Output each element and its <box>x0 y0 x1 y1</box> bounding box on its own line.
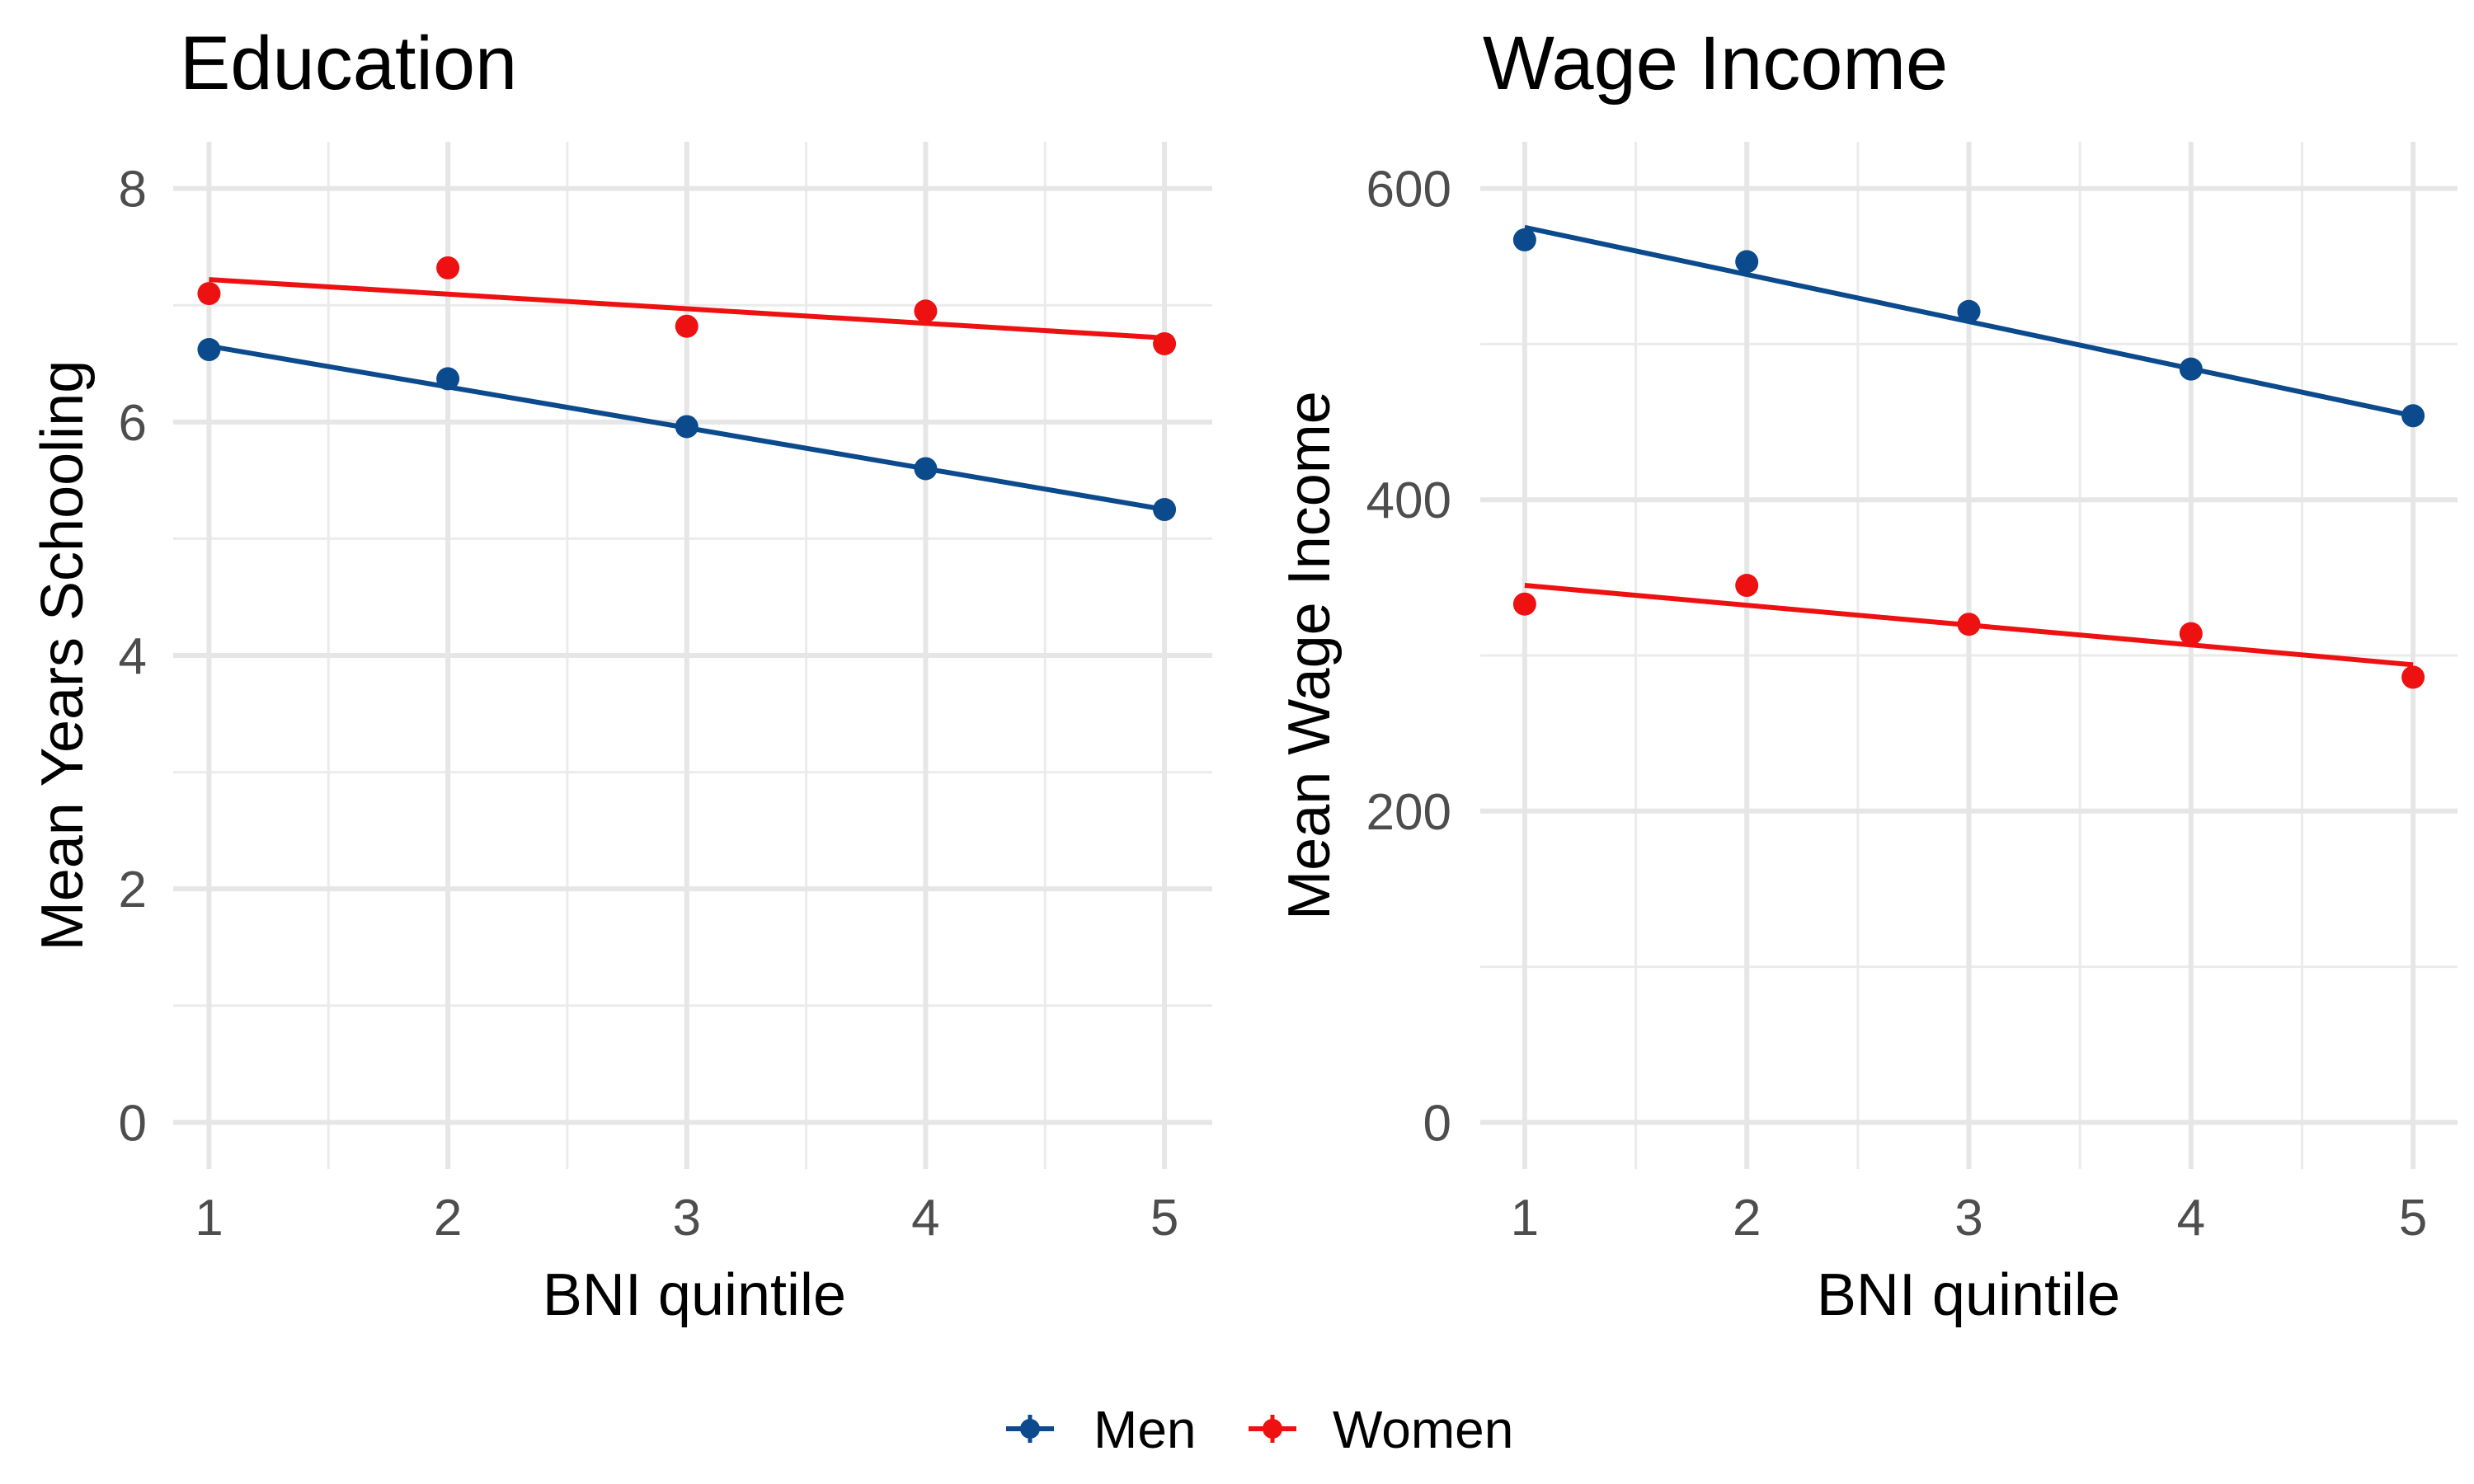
x-tick-label: 3 <box>673 1190 701 1247</box>
x-tick-label: 4 <box>911 1190 939 1247</box>
point-women <box>914 299 938 323</box>
x-tick-label: 2 <box>1733 1190 1761 1247</box>
point-men <box>675 415 698 439</box>
point-women <box>675 314 698 338</box>
x-tick-label: 4 <box>2177 1190 2205 1247</box>
point-men <box>914 457 938 481</box>
point-men <box>1153 498 1177 522</box>
x-axis-label: BNI quintile <box>1817 1262 2120 1328</box>
legend-label-men: Men <box>1094 1400 1197 1459</box>
plot-area: 0 2 4 6 8 1 2 3 4 5 <box>119 142 1212 1247</box>
point-women <box>1153 331 1177 355</box>
y-tick-label: 200 <box>1366 784 1451 841</box>
legend-label-women: Women <box>1333 1400 1513 1459</box>
panel-education: Education 0 2 4 6 8 1 2 3 4 5 BNI quintile Mean Y… <box>30 21 1212 1328</box>
point-men <box>1735 250 1759 274</box>
x-axis-label: BNI quintile <box>543 1262 846 1328</box>
x-tick-label: 3 <box>1954 1190 1982 1247</box>
y-tick-label: 600 <box>1366 162 1451 218</box>
plot-area: 0 200 400 600 1 2 3 4 5 <box>1366 142 2458 1247</box>
point-women <box>1512 592 1536 616</box>
point-women <box>197 282 221 306</box>
legend-item-women: Women <box>1249 1400 1513 1459</box>
y-tick-label: 0 <box>1423 1095 1451 1152</box>
x-tick-label: 1 <box>195 1190 223 1247</box>
y-tick-label: 6 <box>119 395 147 452</box>
x-tick-label: 1 <box>1511 1190 1539 1247</box>
point-men <box>436 367 460 391</box>
point-women <box>2179 622 2203 646</box>
point-women <box>2401 665 2425 689</box>
point-men <box>197 338 221 362</box>
point-men <box>1512 228 1536 251</box>
x-tick-label: 5 <box>2399 1190 2427 1247</box>
fit-line-women <box>209 277 1165 340</box>
panel-title: Education <box>180 21 517 106</box>
legend-key-point-women <box>1263 1419 1282 1439</box>
point-women <box>1957 613 1981 636</box>
legend-key-point-men <box>1020 1419 1040 1439</box>
y-tick-label: 4 <box>119 628 147 685</box>
y-tick-label: 2 <box>119 862 147 918</box>
point-men <box>2179 357 2203 381</box>
point-men <box>1957 299 1981 323</box>
y-tick-label: 0 <box>119 1095 147 1152</box>
y-tick-label: 8 <box>119 162 147 218</box>
legend-item-men: Men <box>1006 1400 1197 1459</box>
panel-title: Wage Income <box>1483 21 1948 106</box>
x-tick-label: 2 <box>434 1190 462 1247</box>
legend: Men Women <box>1006 1400 1513 1459</box>
point-women <box>1735 574 1759 598</box>
point-men <box>2401 404 2425 428</box>
panel-wage-income: Wage Income 0 200 400 600 1 2 3 4 5 BNI quintile… <box>1277 21 2458 1328</box>
point-women <box>436 256 460 279</box>
x-tick-label: 5 <box>1150 1190 1178 1247</box>
y-axis-label: Mean Wage Income <box>1277 391 1343 920</box>
y-axis-label: Mean Years Schooling <box>30 360 96 951</box>
y-tick-label: 400 <box>1366 472 1451 529</box>
